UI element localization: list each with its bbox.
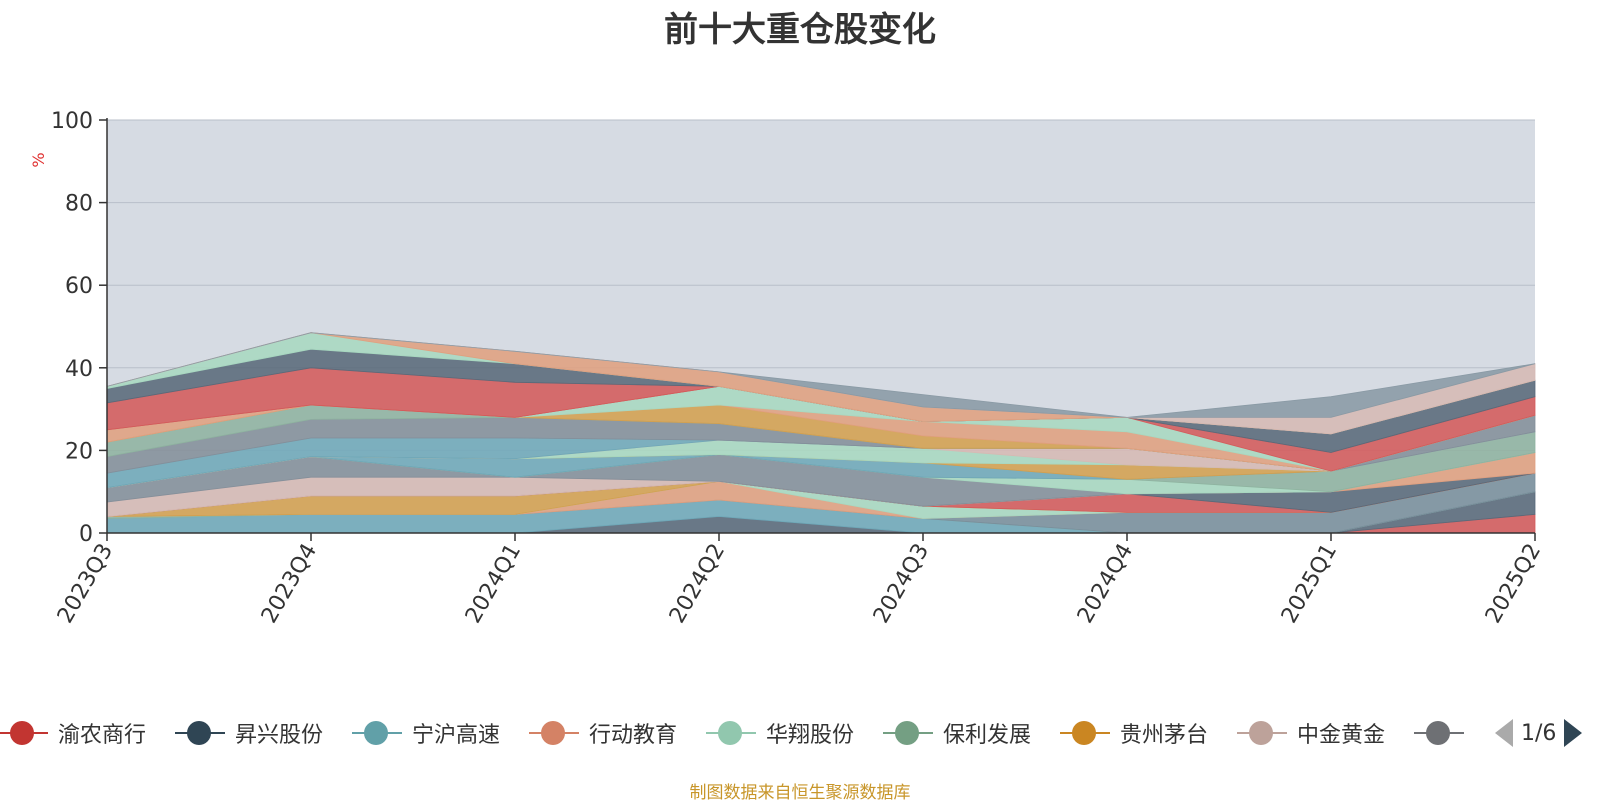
legend-swatch: [1237, 715, 1287, 751]
legend-items: 渝农商行 昇兴股份 宁沪高速 行动教育 华翔股份 保利发展 贵州茅台 中金黄金: [0, 715, 1470, 755]
legend-label: 华翔股份: [766, 723, 855, 748]
series-area-31[interactable]: [106, 332, 1536, 418]
legend-label: 保利发展: [943, 723, 1032, 748]
x-tick-label: 2023Q3: [53, 540, 118, 628]
legend-label: 渝农商行: [58, 723, 147, 748]
legend-item[interactable]: 渝农商行: [0, 715, 146, 751]
x-tick-label: 2023Q4: [257, 540, 322, 628]
legend-item[interactable]: 行动教育: [529, 715, 677, 751]
legend-swatch: [1060, 715, 1110, 751]
legend-label: 行动教育: [589, 723, 678, 748]
x-tick-label: 2024Q3: [869, 540, 934, 628]
x-tick-label: 2024Q2: [665, 540, 730, 628]
legend-label: 中金黄金: [1297, 723, 1386, 748]
legend-item[interactable]: 保利发展: [883, 715, 1031, 751]
legend-label: 宁沪高速: [412, 723, 501, 748]
legend-swatch: [352, 715, 402, 751]
legend-item[interactable]: 昇兴股份: [175, 715, 323, 751]
x-tick-label: 2024Q1: [461, 540, 526, 628]
x-tick-label: 2025Q1: [1277, 540, 1342, 628]
legend-page-indicator: 1/6: [1521, 720, 1557, 746]
y-tick-label: 60: [65, 274, 93, 299]
y-tick-label: 80: [65, 192, 93, 217]
x-tick-label: 2024Q4: [1073, 540, 1138, 628]
legend-prev-icon[interactable]: [1495, 719, 1513, 747]
y-tick-label: 100: [51, 109, 93, 134]
legend-swatch: [0, 715, 48, 751]
legend-swatch: [1414, 715, 1464, 751]
chart-title: 前十大重仓股变化: [664, 10, 936, 50]
legend-item[interactable]: 华翔股份: [706, 715, 854, 751]
legend-item[interactable]: [1414, 715, 1470, 751]
legend: 渝农商行 昇兴股份 宁沪高速 行动教育 华翔股份 保利发展 贵州茅台 中金黄金 1/6: [0, 715, 1600, 755]
legend-next-icon[interactable]: [1564, 719, 1583, 747]
legend-swatch: [529, 715, 579, 751]
legend-item[interactable]: 中金黄金: [1237, 715, 1385, 751]
legend-swatch: [175, 715, 225, 751]
y-tick-label: 20: [65, 439, 93, 464]
legend-swatch: [706, 715, 756, 751]
y-tick-label: 40: [65, 357, 93, 382]
legend-swatch: [883, 715, 933, 751]
legend-item[interactable]: 宁沪高速: [352, 715, 500, 751]
legend-pager: 1/6: [1495, 715, 1600, 751]
y-axis-unit: %: [29, 152, 48, 167]
legend-label: 昇兴股份: [235, 723, 324, 748]
x-tick-label: 2025Q2: [1481, 540, 1546, 628]
legend-label: 贵州茅台: [1120, 723, 1209, 748]
source-note: 制图数据来自恒生聚源数据库: [689, 783, 911, 803]
y-tick-label: 0: [79, 522, 93, 547]
legend-item[interactable]: 贵州茅台: [1060, 715, 1208, 751]
